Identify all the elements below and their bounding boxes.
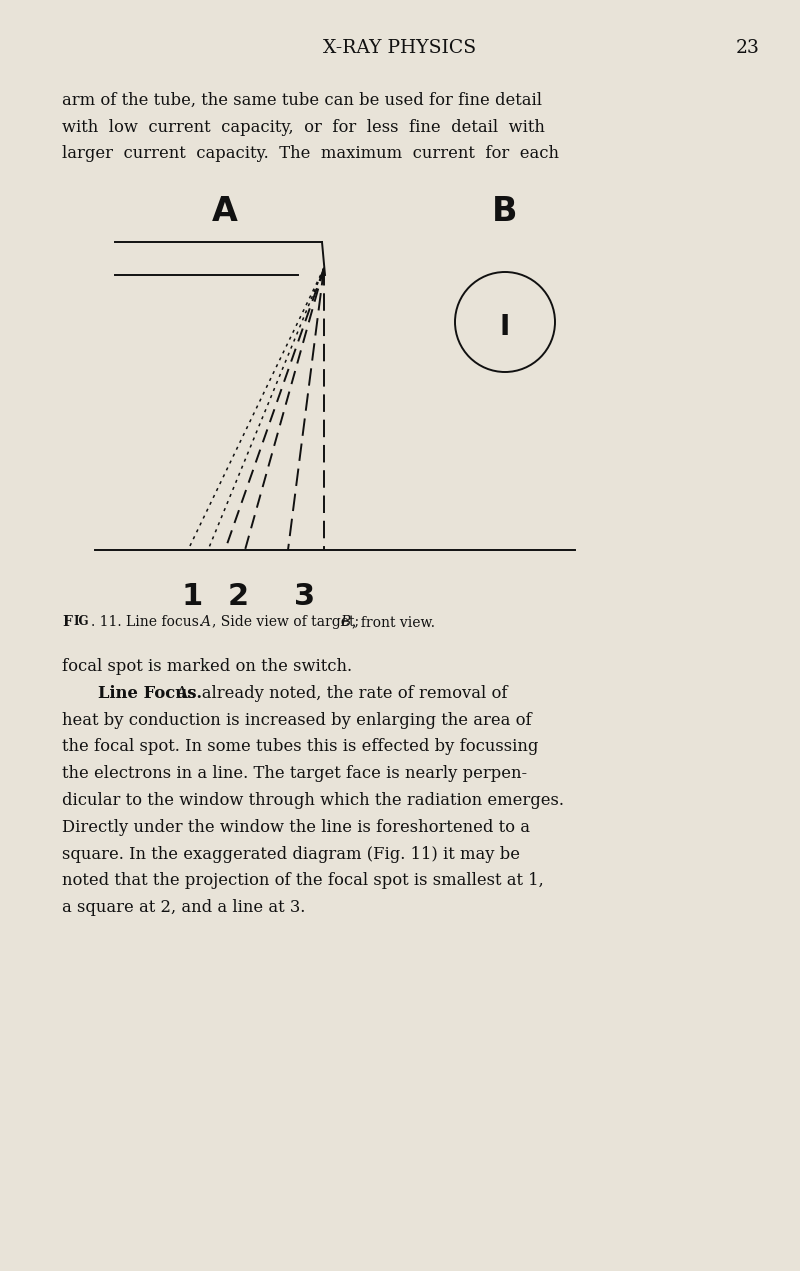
Text: a square at 2, and a line at 3.: a square at 2, and a line at 3. <box>62 899 306 916</box>
Text: 2: 2 <box>227 582 249 611</box>
Text: F: F <box>62 615 72 629</box>
Text: noted that the projection of the focal spot is smallest at 1,: noted that the projection of the focal s… <box>62 872 544 890</box>
Text: IG: IG <box>74 615 89 628</box>
Text: , Side view of target;: , Side view of target; <box>212 615 363 629</box>
Text: 1: 1 <box>182 582 202 611</box>
Text: with  low  current  capacity,  or  for  less  fine  detail  with: with low current capacity, or for less f… <box>62 118 545 136</box>
Text: focal spot is marked on the switch.: focal spot is marked on the switch. <box>62 658 352 675</box>
Text: Directly under the window the line is foreshortened to a: Directly under the window the line is fo… <box>62 819 530 836</box>
Text: 23: 23 <box>736 39 760 57</box>
Text: dicular to the window through which the radiation emerges.: dicular to the window through which the … <box>62 792 564 810</box>
Text: larger  current  capacity.  The  maximum  current  for  each: larger current capacity. The maximum cur… <box>62 145 559 161</box>
Text: A: A <box>212 194 238 228</box>
Text: I: I <box>500 313 510 341</box>
Text: X-RAY PHYSICS: X-RAY PHYSICS <box>323 39 477 57</box>
Text: B: B <box>340 615 350 629</box>
Text: , front view.: , front view. <box>352 615 435 629</box>
Text: As already noted, the rate of removal of: As already noted, the rate of removal of <box>171 685 507 702</box>
Text: A: A <box>200 615 210 629</box>
Text: square. In the exaggerated diagram (Fig. 11) it may be: square. In the exaggerated diagram (Fig.… <box>62 845 520 863</box>
Text: Line Focus.: Line Focus. <box>98 685 202 702</box>
Text: . 11. Line focus.: . 11. Line focus. <box>91 615 207 629</box>
Text: heat by conduction is increased by enlarging the area of: heat by conduction is increased by enlar… <box>62 712 532 728</box>
Text: arm of the tube, the same tube can be used for fine detail: arm of the tube, the same tube can be us… <box>62 92 542 109</box>
Text: the focal spot. In some tubes this is effected by focussing: the focal spot. In some tubes this is ef… <box>62 738 538 755</box>
Text: B: B <box>492 194 518 228</box>
Text: 3: 3 <box>294 582 315 611</box>
Text: the electrons in a line. The target face is nearly perpen-: the electrons in a line. The target face… <box>62 765 527 782</box>
